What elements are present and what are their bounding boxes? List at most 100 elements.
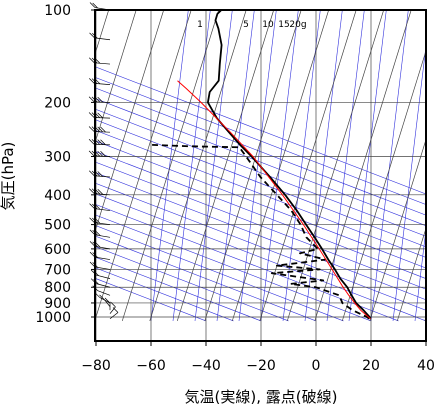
x-tick-label: 20 — [362, 358, 380, 374]
wind-barb-flag — [97, 150, 103, 157]
dry-adiabat-line — [95, 66, 426, 195]
y-axis-label: 気圧(hPa) — [0, 142, 17, 211]
wind-barb-flag — [92, 2, 98, 9]
wind-barb-flag — [88, 188, 95, 194]
wind-barb — [109, 307, 119, 319]
wind-barb-staff — [109, 312, 119, 319]
x-axis-ticks: −80 −60 −40 −20 0 20 40 — [81, 341, 435, 374]
wind-barb — [89, 32, 111, 41]
mixing-ratio-line — [304, 10, 343, 321]
y-tick-label: 100 — [44, 3, 71, 19]
x-tick-label: −80 — [81, 358, 111, 374]
wind-barb-flag — [88, 57, 95, 64]
wind-barb-flag — [110, 301, 116, 308]
wind-barb-flag — [95, 230, 101, 236]
wind-barb-flag — [97, 139, 103, 145]
dry-adiabat-line — [95, 87, 426, 216]
mixing-ratio-line — [150, 10, 189, 321]
mixing-ratio-label: 20g — [289, 20, 306, 30]
wind-barb-flag — [97, 112, 103, 119]
mixing-ratio-line — [216, 10, 255, 321]
x-tick-label: 0 — [312, 358, 321, 374]
wind-barb-staff — [104, 299, 111, 307]
wind-barb — [88, 139, 111, 146]
x-axis-label: 気温(実線), 露点(破線) — [185, 388, 338, 406]
mixing-ratio-line — [370, 10, 409, 321]
wind-barb — [88, 96, 111, 103]
wind-barb — [89, 2, 111, 11]
dewpoint-line — [152, 144, 370, 320]
dry-adiabat-line — [95, 129, 426, 258]
dry-adiabat-line — [95, 246, 289, 322]
wind-barb-flag — [112, 307, 119, 313]
dry-adiabat-line — [95, 267, 234, 322]
wind-barb — [90, 269, 111, 279]
wind-barb-flag — [88, 96, 95, 103]
x-tick-label: −60 — [136, 358, 166, 374]
mixing-ratio-line — [326, 10, 365, 321]
wind-barb-flag — [88, 150, 95, 157]
wind-barb-flag — [89, 2, 96, 8]
mixing-ratio-label: 15 — [278, 20, 289, 30]
mixing-ratio-line — [194, 10, 233, 321]
wind-barb — [89, 241, 111, 250]
mixing-ratio-line — [260, 10, 299, 321]
mixing-ratio-labels: 1 5 10 15 20g — [197, 20, 306, 30]
wind-barb-flag — [97, 189, 103, 195]
wind-barb-flag — [88, 170, 95, 177]
wind-barb — [89, 217, 111, 225]
dry-adiabat-line — [95, 140, 426, 269]
isotherm-line — [341, 49, 426, 322]
wind-barb — [89, 203, 111, 211]
wind-barb-flag — [89, 217, 95, 223]
wind-barb-flag — [97, 171, 103, 177]
wind-barb-flag — [100, 139, 106, 145]
wind-barbs — [88, 2, 119, 319]
x-tick-label: −20 — [246, 358, 276, 374]
wind-barb — [109, 301, 116, 314]
sounding-traces — [152, 10, 372, 320]
y-tick-label: 700 — [44, 262, 71, 278]
wind-barb-flag — [100, 151, 106, 157]
y-tick-label: 500 — [44, 218, 71, 234]
dry-adiabat-line — [95, 119, 426, 248]
wind-barb-staff — [99, 297, 111, 304]
wind-barb-flag — [95, 242, 101, 248]
isotherm-line — [314, 10, 412, 322]
wind-barb — [88, 57, 111, 65]
mixing-ratio-line — [348, 10, 387, 321]
wind-barb — [99, 294, 111, 307]
wind-barb-flag — [88, 112, 95, 118]
wind-barb-staff — [97, 290, 111, 296]
isotherm-line — [95, 10, 137, 144]
dry-adiabat-line — [95, 98, 426, 227]
wind-barb-flag — [88, 78, 95, 84]
temperature-line — [207, 10, 372, 320]
mixing-ratio-label: 5 — [243, 20, 249, 30]
wind-barb — [88, 170, 111, 178]
isotherm-line — [149, 10, 247, 322]
y-tick-label: 300 — [44, 149, 71, 165]
y-tick-label: 400 — [44, 188, 71, 204]
wind-barb — [89, 251, 111, 260]
x-tick-label: 40 — [417, 358, 435, 374]
wind-barb-flag — [100, 126, 106, 133]
isotherm-line — [95, 10, 192, 322]
wind-barb — [89, 261, 111, 270]
wind-barb-flag — [97, 96, 103, 103]
wind-barb — [89, 229, 111, 238]
wind-barb-flag — [89, 203, 95, 209]
wind-barb-flag — [89, 32, 95, 39]
dry-adiabat-line — [95, 108, 426, 237]
mixing-ratio-label: 1 — [197, 20, 203, 30]
y-tick-label: 200 — [44, 95, 71, 111]
isotherm-line — [95, 10, 165, 233]
mixing-ratio-label: 10 — [262, 20, 274, 30]
wind-barb-flag — [97, 126, 103, 133]
isotherm-line — [396, 227, 426, 322]
mixing-ratio-line — [238, 10, 277, 321]
wind-barb-flag — [88, 126, 95, 132]
wind-barb-flag — [99, 294, 105, 301]
